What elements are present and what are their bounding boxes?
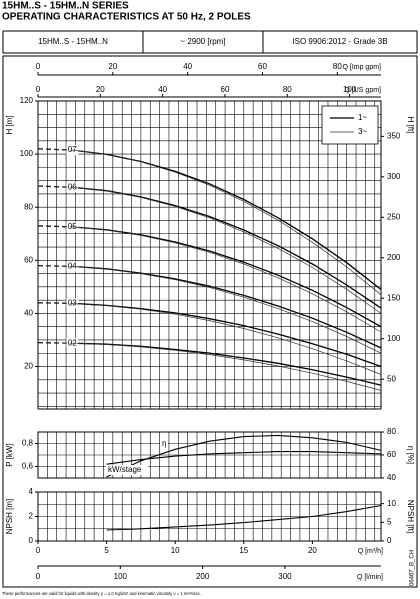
x-tick-label: 20: [308, 546, 317, 555]
head-curve: [72, 186, 382, 314]
code: 06467_B_CH: [410, 550, 416, 586]
label-bg: [106, 465, 148, 475]
x2-tick-label: 100: [114, 572, 128, 581]
x2-tick-label: 0: [36, 572, 41, 581]
plot-frame: [37, 100, 382, 410]
head-curve: [72, 342, 382, 391]
power-curve: [106, 434, 382, 478]
head-curve: [37, 342, 73, 344]
head-curve: [72, 266, 382, 354]
y2-axis-label: NPSH [ft]: [406, 500, 415, 533]
standard: ISO 9906:2012 - Grade 3B: [292, 37, 387, 46]
x-tick-label: 5: [104, 546, 109, 555]
chart-box: [2, 55, 418, 588]
series-label: η: [162, 439, 166, 448]
y-tick-label: 20: [24, 362, 33, 371]
stage-label: 05: [68, 222, 77, 231]
y2-tick-label: 50: [387, 374, 396, 383]
y-tick-label: 0: [29, 536, 34, 545]
x-tick-label: 80: [333, 62, 342, 71]
x2-tick-label: 200: [196, 572, 210, 581]
y-axis-label: P [kW]: [5, 443, 14, 466]
legend-label: 1~: [358, 113, 367, 122]
x-tick-label: 0: [36, 85, 41, 94]
legend-label: 3~: [358, 127, 367, 136]
y2-axis-label: η [%]: [406, 446, 415, 464]
legend-box: [321, 105, 379, 145]
y2-tick-label: 0: [387, 536, 392, 545]
head-curve: [37, 302, 73, 304]
power-curve: [106, 451, 382, 465]
y2-tick-label: 100: [387, 334, 401, 343]
head-curve: [72, 342, 382, 386]
y2-tick-label: 150: [387, 293, 401, 302]
x-tick-label: 20: [96, 85, 105, 94]
head-curve: [37, 185, 73, 188]
head-curve: [37, 225, 73, 228]
x2-axis-label: Q [l/min]: [357, 574, 383, 581]
x-tick-label: 10: [171, 546, 180, 555]
head-curve: [37, 148, 73, 151]
y-tick-label: 120: [20, 96, 34, 105]
x-tick-label: 60: [221, 85, 230, 94]
series-label: kW/stage: [108, 465, 142, 474]
x2-tick-label: 300: [278, 572, 292, 581]
head-curve: [72, 186, 382, 309]
y-tick-label: 40: [24, 309, 33, 318]
y-tick-label: 80: [24, 202, 33, 211]
x-tick-label: 0: [36, 62, 41, 71]
x-tick-label: 80: [283, 85, 292, 94]
npsh-curve: [106, 504, 382, 531]
head-curve: [72, 303, 382, 375]
y2-tick-label: 60: [387, 450, 396, 459]
y2-tick-label: 200: [387, 253, 401, 262]
x-tick-label: 40: [183, 62, 192, 71]
footnote: These performances are valid for liquids…: [2, 591, 201, 596]
x-tick-label: 0: [36, 546, 41, 555]
model: 15HM..S - 15HM..N: [38, 37, 108, 46]
stage-label: 04: [68, 262, 77, 271]
x-tick-label: 40: [158, 85, 167, 94]
y-tick-label: 100: [20, 149, 34, 158]
y-tick-label: 0,6: [22, 462, 34, 471]
head-curve: [72, 265, 382, 349]
y-tick-label: 60: [24, 255, 33, 264]
head-curve: [72, 149, 382, 296]
stage-label: 02: [68, 338, 77, 347]
header-box: [2, 30, 418, 54]
stage-label: 07: [68, 145, 77, 154]
head-curve: [72, 302, 382, 368]
stage-label: 03: [68, 298, 77, 307]
y2-tick-label: 300: [387, 172, 401, 181]
y2-tick-label: 350: [387, 131, 401, 140]
y2-tick-label: 250: [387, 212, 401, 221]
x-tick-label: 20: [108, 62, 117, 71]
y-axis-label: H [m]: [5, 115, 14, 134]
y2-axis-label: H [ft]: [406, 117, 415, 134]
y2-tick-label: 10: [387, 499, 396, 508]
y2-tick-label: 5: [387, 517, 392, 526]
head-curve: [72, 226, 382, 328]
y-tick-label: 4: [29, 487, 34, 496]
series-title: 15HM..S - 15HM..N SERIES: [2, 1, 129, 12]
head-curve: [37, 265, 73, 267]
x-axis-label: Q [m³/h]: [358, 548, 383, 555]
head-curve: [72, 226, 382, 333]
subtitle: OPERATING CHARACTERISTICS AT 50 Hz, 2 PO…: [2, 12, 251, 23]
stage-label: 06: [68, 182, 77, 191]
x-tick-label: 15: [239, 546, 248, 555]
label-bg: [160, 439, 168, 449]
head-curve: [72, 149, 382, 291]
y2-tick-label: 80: [387, 427, 396, 436]
y-axis-label: NPSH [m]: [5, 499, 14, 535]
x-tick-label: 60: [258, 62, 267, 71]
x-axis-label: Q [Imp gpm]: [342, 64, 381, 71]
y-tick-label: 2: [29, 512, 34, 521]
speed: ~ 2900 [rpm]: [180, 37, 225, 46]
y2-tick-label: 40: [387, 473, 396, 482]
x-tick-label: 100: [343, 85, 357, 94]
y-tick-label: 0,8: [22, 439, 34, 448]
x-axis-label: Q [US gpm]: [344, 87, 381, 94]
